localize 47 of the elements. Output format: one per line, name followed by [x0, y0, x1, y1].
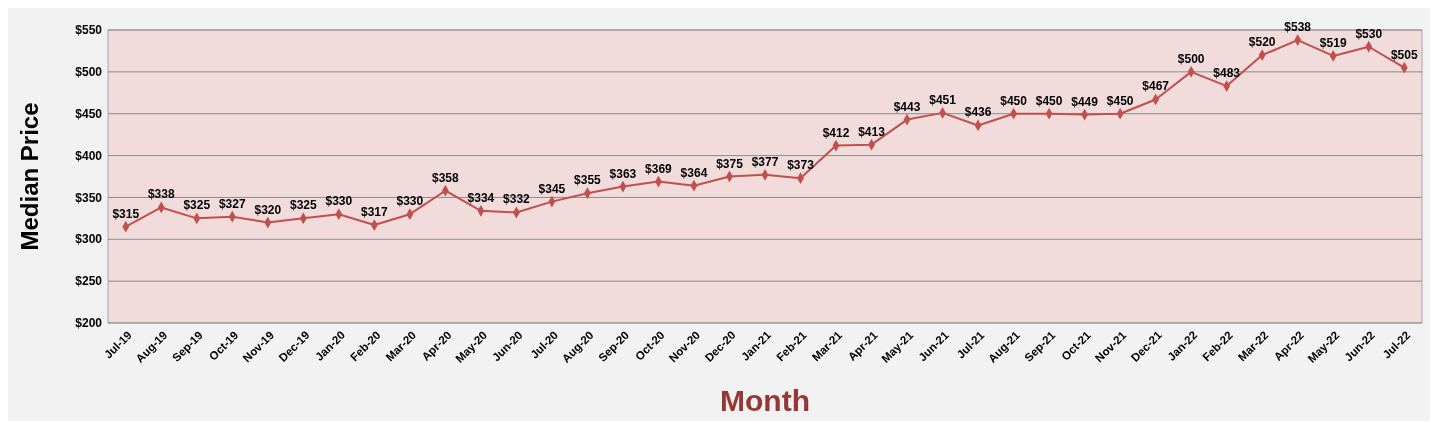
y-tick-label: $400	[75, 148, 103, 163]
data-label: $345	[538, 181, 566, 196]
y-tick-label: $450	[75, 106, 103, 121]
data-label: $369	[645, 161, 673, 176]
data-label: $363	[609, 166, 637, 181]
data-label: $450	[1106, 93, 1134, 108]
data-label: $450	[1000, 93, 1028, 108]
data-label: $327	[218, 196, 246, 211]
data-label: $451	[929, 92, 957, 107]
data-label: $538	[1284, 20, 1312, 35]
y-tick-label: $300	[75, 232, 103, 247]
data-label: $334	[467, 190, 495, 205]
data-label: $315	[112, 206, 140, 221]
data-label: $325	[289, 198, 317, 213]
data-label: $320	[254, 202, 282, 217]
data-label: $467	[1142, 79, 1170, 94]
y-tick-label: $550	[75, 23, 103, 38]
data-label: $436	[964, 105, 992, 120]
data-label: $530	[1355, 26, 1383, 41]
data-label: $364	[680, 165, 708, 180]
data-label: $377	[751, 154, 779, 169]
y-tick-label: $500	[75, 65, 103, 80]
data-label: $520	[1248, 35, 1276, 50]
y-tick-label: $250	[75, 274, 103, 289]
data-label: $500	[1177, 51, 1205, 66]
y-axis-title: Median Price	[16, 102, 43, 251]
data-label: $358	[432, 170, 460, 185]
data-label: $373	[787, 158, 815, 173]
y-tick-label: $350	[75, 190, 103, 205]
data-label: $449	[1071, 94, 1099, 109]
data-label: $325	[183, 198, 211, 213]
data-label: $338	[147, 187, 175, 202]
data-label: $330	[396, 194, 424, 209]
data-label: $412	[822, 125, 850, 140]
data-label: $355	[574, 173, 602, 188]
data-label: $317	[361, 205, 389, 220]
data-label: $375	[716, 156, 744, 171]
y-tick-label: $200	[75, 316, 103, 331]
data-label: $450	[1035, 93, 1063, 108]
data-label: $332	[503, 192, 531, 207]
x-axis-title: Month	[720, 384, 810, 417]
data-label: $330	[325, 194, 353, 209]
data-label: $443	[893, 99, 921, 114]
data-label: $519	[1319, 35, 1347, 50]
data-label: $505	[1390, 47, 1418, 62]
data-label: $413	[858, 124, 886, 139]
data-label: $483	[1213, 66, 1241, 81]
